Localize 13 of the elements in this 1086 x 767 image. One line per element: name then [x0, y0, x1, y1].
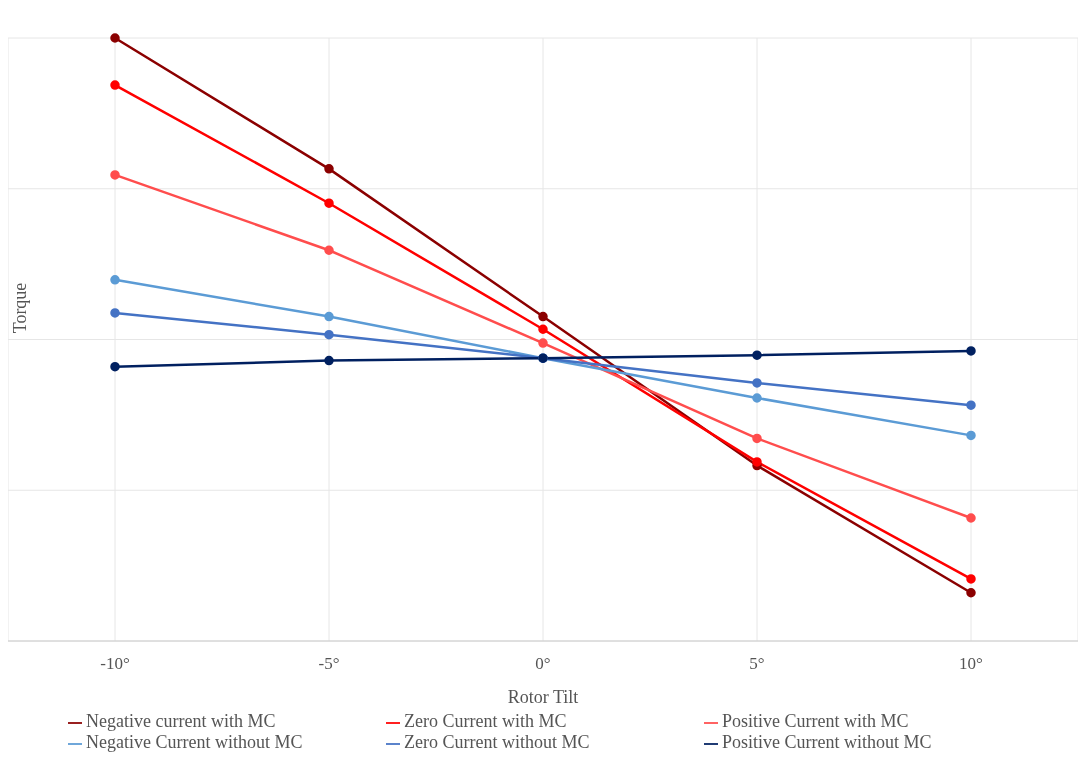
- legend-label: Negative current with MC: [86, 711, 277, 732]
- y-axis-title: Torque: [10, 282, 30, 334]
- x-tick-label: 5°: [749, 654, 765, 674]
- legend-label: Negative Current without MC: [86, 732, 304, 753]
- legend-label: Zero Current with MC: [404, 711, 568, 732]
- x-tick-label: 0°: [535, 654, 551, 674]
- x-tick-label: -5°: [318, 654, 340, 674]
- x-axis-title: Rotor Tilt: [507, 687, 579, 707]
- legend-label: Positive Current without MC: [722, 732, 933, 753]
- legend-label: Positive Current with MC: [722, 711, 910, 732]
- legend-label: Zero Current without MC: [404, 732, 591, 753]
- x-tick-label: 10°: [959, 654, 983, 674]
- x-tick-label: -10°: [100, 654, 130, 674]
